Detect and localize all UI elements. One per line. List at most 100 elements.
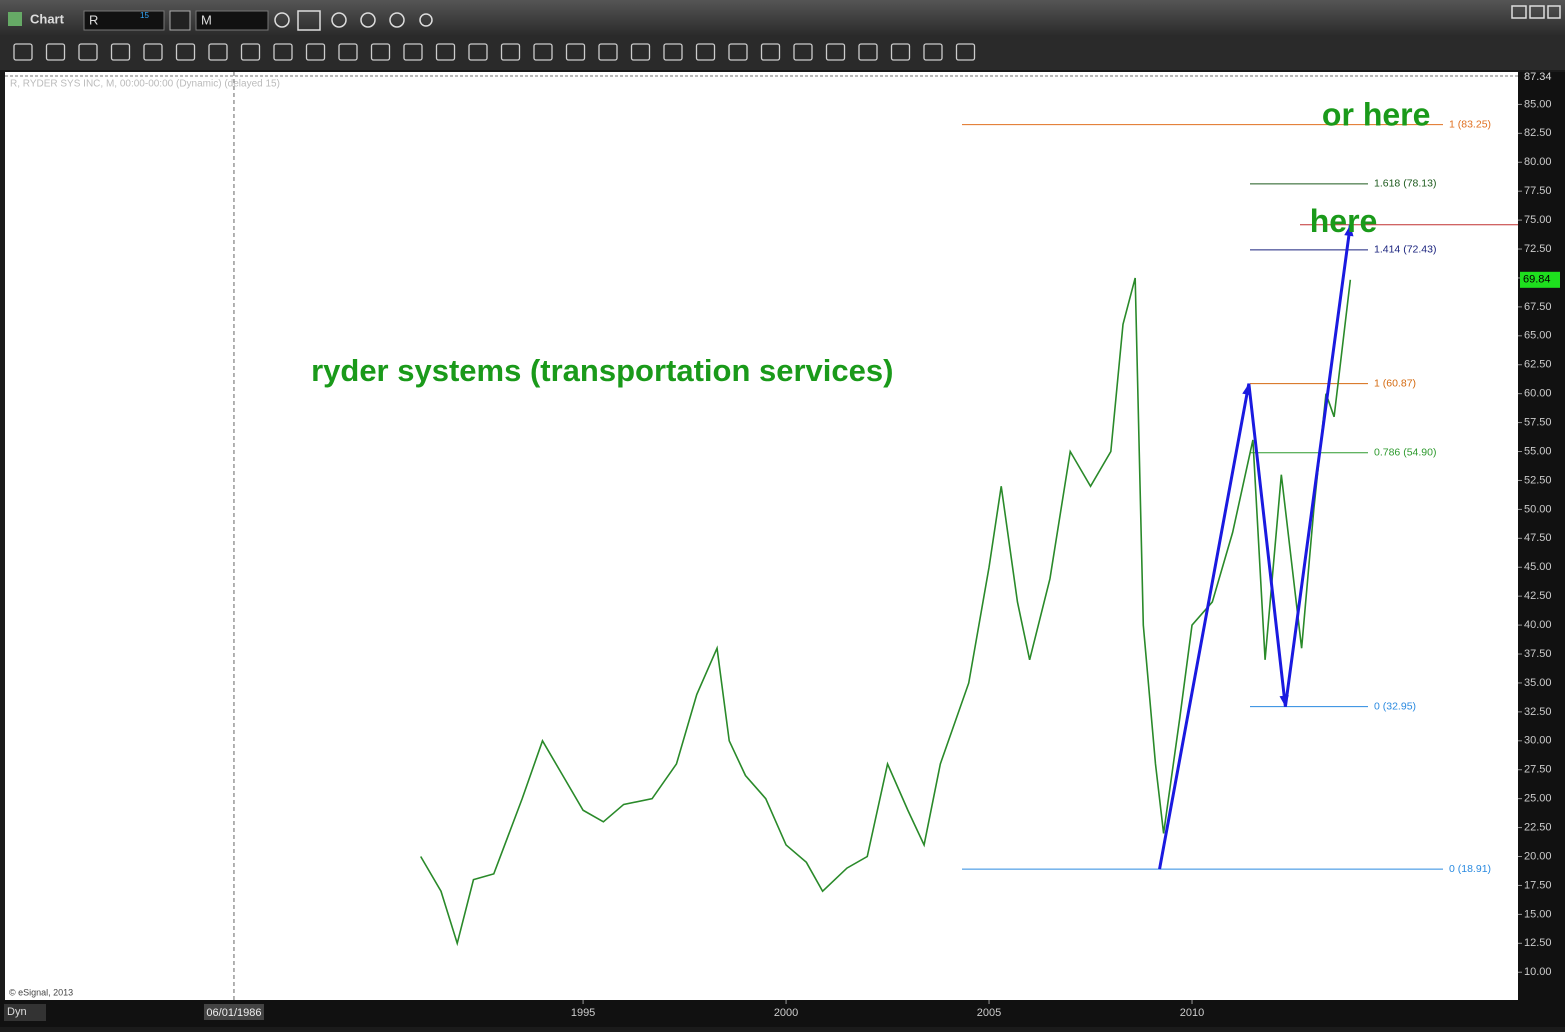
y-tick-label: 62.50	[1524, 359, 1552, 371]
interval-box[interactable]	[195, 10, 269, 31]
x-tick-label: 1995	[571, 1007, 595, 1019]
y-tick-label: 27.50	[1524, 764, 1552, 776]
mode-box[interactable]	[4, 1004, 46, 1021]
symbol: R	[89, 12, 98, 27]
symbol-badge: 15	[140, 11, 149, 20]
y-tick-label: 32.50	[1524, 706, 1552, 718]
y-tick-label: 45.00	[1524, 561, 1552, 573]
arrow-head	[1344, 224, 1354, 237]
symbol-info: R, RYDER SYS INC, M, 00:00-00:00 (Dynami…	[10, 79, 280, 90]
title-tools	[274, 5, 1561, 31]
y-tick-label: 12.50	[1524, 937, 1552, 949]
tool-button[interactable]	[630, 43, 651, 61]
tool-button[interactable]	[110, 43, 131, 61]
fib-label: 0 (18.91)	[1449, 863, 1491, 875]
tool-button[interactable]	[760, 43, 781, 61]
tool-button[interactable]	[663, 43, 683, 61]
y-tick-label: 42.50	[1524, 590, 1552, 602]
y-tick-label: 22.50	[1524, 821, 1552, 833]
tool-button[interactable]	[565, 43, 586, 61]
y-tick-label: 25.00	[1524, 793, 1552, 805]
y-tick-label: 47.50	[1524, 532, 1552, 544]
tool-button[interactable]	[45, 43, 66, 61]
tool-button[interactable]	[858, 43, 878, 61]
cursor-box	[203, 1004, 264, 1020]
y-tick-label: 60.00	[1524, 388, 1552, 400]
x-tick-label: 2005	[977, 1007, 1001, 1019]
tool-button[interactable]	[923, 43, 943, 61]
tool-button[interactable]	[403, 43, 423, 61]
tool-button[interactable]	[273, 43, 293, 61]
annotation: here	[1310, 203, 1378, 239]
tool-button[interactable]	[890, 43, 911, 61]
restore-button[interactable]	[1511, 5, 1527, 19]
tool-button[interactable]	[240, 43, 261, 61]
y-tick-label: 15.00	[1524, 908, 1552, 920]
y-tick-label: 80.00	[1524, 156, 1552, 168]
play-button[interactable]	[360, 12, 376, 28]
x-tick-label: 2000	[774, 1007, 798, 1019]
y-tick-label: 35.00	[1524, 677, 1552, 689]
fib-label: 1.618 (78.13)	[1374, 178, 1436, 190]
price-axis	[1518, 72, 1565, 1000]
y-tick-label: 72.50	[1524, 243, 1552, 255]
symbol-box[interactable]	[83, 10, 165, 31]
y-tick-label: 10.00	[1524, 966, 1552, 978]
tool-button[interactable]	[143, 43, 163, 61]
link-button[interactable]	[419, 13, 433, 27]
y-tick-label: 40.00	[1524, 619, 1552, 631]
fib-label: 0 (32.95)	[1374, 700, 1416, 712]
y-tick-label: 67.50	[1524, 301, 1552, 313]
y-tick-label: 77.50	[1524, 185, 1552, 197]
y-tick-label: 30.00	[1524, 735, 1552, 747]
last-price-label: 69.84	[1523, 274, 1551, 286]
tool-button[interactable]	[435, 43, 456, 61]
drawing-tools	[13, 43, 976, 61]
tool-button[interactable]	[598, 43, 618, 61]
tool-button[interactable]	[955, 43, 976, 61]
tool-button[interactable]	[793, 43, 813, 61]
x-tick-label: 2010	[1180, 1007, 1204, 1019]
tool-button[interactable]	[695, 43, 716, 61]
fib-label: 1.414 (72.43)	[1374, 244, 1436, 256]
tool-button[interactable]	[208, 43, 228, 61]
max-button[interactable]	[1529, 5, 1545, 19]
tool-button[interactable]	[13, 43, 33, 61]
toolbar	[0, 36, 1565, 70]
tool-button[interactable]	[500, 43, 521, 61]
plot-area	[5, 72, 1518, 1000]
copyright: © eSignal, 2013	[9, 987, 73, 997]
refresh-button[interactable]	[331, 12, 347, 28]
tool-button[interactable]	[175, 43, 196, 61]
clock-button[interactable]	[274, 12, 290, 28]
tool-button[interactable]	[370, 43, 391, 61]
top-price-label: 87.34	[1524, 71, 1552, 83]
y-tick-label: 55.00	[1524, 445, 1552, 457]
fib-label: 1 (83.25)	[1449, 118, 1491, 130]
tool-button[interactable]	[825, 43, 846, 61]
draw-button[interactable]	[297, 10, 321, 31]
y-tick-label: 65.00	[1524, 330, 1552, 342]
alert-button[interactable]	[389, 12, 405, 28]
y-tick-label: 82.50	[1524, 127, 1552, 139]
tool-button[interactable]	[78, 43, 98, 61]
price-line	[420, 277, 1352, 947]
y-tick-label: 75.00	[1524, 214, 1552, 226]
settings-button[interactable]	[169, 10, 191, 31]
tool-button[interactable]	[533, 43, 553, 61]
tool-button[interactable]	[468, 43, 488, 61]
fib-label: 1 (60.87)	[1374, 377, 1416, 389]
annotation: ryder systems (transportation services)	[311, 353, 893, 388]
y-tick-label: 37.50	[1524, 648, 1552, 660]
last-price-box	[1520, 271, 1560, 288]
arrow-head	[1242, 383, 1252, 396]
cursor-label: 06/01/1986	[206, 1007, 261, 1019]
mode: Dyn	[7, 1006, 27, 1018]
y-tick-label: 85.00	[1524, 98, 1552, 110]
tool-button[interactable]	[338, 43, 358, 61]
tool-button[interactable]	[305, 43, 326, 61]
close-button[interactable]	[1547, 5, 1561, 19]
tool-button[interactable]	[728, 43, 748, 61]
y-tick-label: 20.00	[1524, 850, 1552, 862]
